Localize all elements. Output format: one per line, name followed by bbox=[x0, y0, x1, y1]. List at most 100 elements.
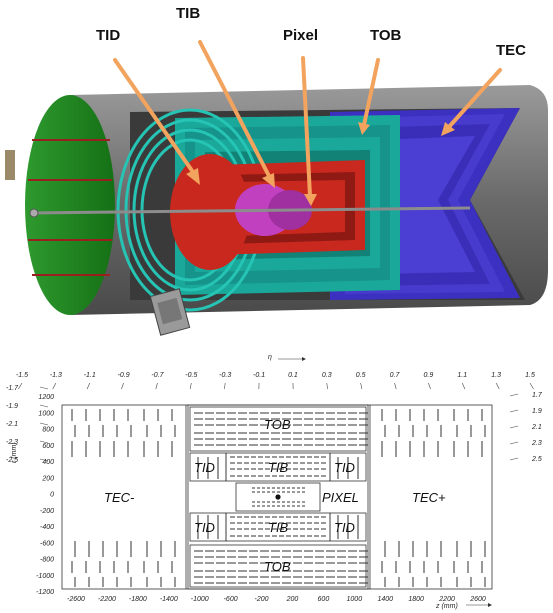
eta-tick-mark bbox=[86, 382, 91, 390]
eta-tick-label: -1.1 bbox=[84, 372, 96, 379]
eta-axis-label: η bbox=[268, 354, 272, 361]
eta-tick-label: -0.1 bbox=[253, 372, 265, 379]
eta-tick-mark bbox=[224, 382, 226, 390]
callout-tib: TIB bbox=[176, 5, 200, 22]
eta-tick-mark bbox=[189, 382, 192, 390]
r-tick-label: -1000 bbox=[36, 573, 54, 580]
r-tick-label: 200 bbox=[41, 475, 54, 482]
eta-tick-mark bbox=[18, 382, 23, 390]
region-tib-bottom: TIB bbox=[268, 520, 289, 535]
eta-left-mark bbox=[39, 404, 49, 408]
r-tick-label: 1000 bbox=[38, 410, 54, 417]
eta-side-ticks: -1.7 -1.9 -2.1 -2.3 -2.5 1.7 1.9 2.1 2.3 2.5 bbox=[6, 385, 543, 464]
z-tick-label: -2600 bbox=[67, 596, 85, 603]
eta-right-label: 2.5 bbox=[531, 456, 542, 463]
eta-tick-mark bbox=[461, 382, 466, 390]
support-bracket bbox=[149, 288, 191, 336]
eta-tick-label: 0.1 bbox=[288, 372, 298, 379]
z-tick-label: 2600 bbox=[469, 596, 486, 603]
eta-tick-label: 0.7 bbox=[390, 372, 401, 379]
callout-pixel: Pixel bbox=[283, 27, 318, 44]
eta-tick-label: -0.9 bbox=[118, 372, 130, 379]
eta-left-label: -2.5 bbox=[6, 457, 18, 464]
green-endcap bbox=[25, 95, 115, 315]
r-tick-label: 800 bbox=[42, 427, 54, 434]
r-tick-label: -200 bbox=[40, 508, 54, 515]
region-tid-bottom-right: TID bbox=[334, 520, 355, 535]
z-axis-label: z (mm) bbox=[435, 603, 458, 610]
endcap-stripes bbox=[28, 139, 112, 276]
region-tob-bottom: TOB bbox=[264, 559, 291, 574]
eta-right-label: 1.9 bbox=[532, 408, 542, 415]
r-tick-label: 0 bbox=[50, 492, 54, 499]
barrel-box bbox=[187, 404, 369, 590]
tid-box-top-right bbox=[329, 452, 367, 482]
eta-tick-label: -0.7 bbox=[151, 372, 164, 379]
eta-left-label: -2.1 bbox=[6, 421, 18, 428]
z-tick-label: -1000 bbox=[191, 596, 209, 603]
tracker-layout-schematic: η -1.5 -1.3 -1.1 -0.9 -0.7 -0.5 -0.3 -0.1 0.1 0.3… bbox=[6, 354, 543, 610]
r-tick-label: -400 bbox=[40, 524, 54, 531]
eta-tick-mark bbox=[121, 382, 124, 390]
eta-tick-label: -1.3 bbox=[50, 372, 62, 379]
z-tick-label: -600 bbox=[224, 596, 238, 603]
eta-left-mark bbox=[39, 422, 49, 426]
eta-left-mark bbox=[39, 386, 49, 390]
z-tick-label: -200 bbox=[255, 596, 269, 603]
z-tick-label: -1400 bbox=[160, 596, 178, 603]
z-tick-label: 1400 bbox=[377, 596, 393, 603]
region-tec-plus: TEC+ bbox=[412, 490, 446, 505]
z-tick-label: -2200 bbox=[98, 596, 116, 603]
r-tick-label: 600 bbox=[42, 443, 54, 450]
eta-tick-mark bbox=[360, 382, 363, 390]
tracker-cutaway-illustration: TID TIB Pixel TOB TEC bbox=[5, 5, 548, 336]
beam-pipe bbox=[29, 206, 471, 215]
z-arrowhead bbox=[488, 603, 492, 607]
z-tick-label: 600 bbox=[318, 596, 330, 603]
callout-tid: TID bbox=[96, 27, 120, 44]
eta-right-label: 2.3 bbox=[531, 440, 542, 447]
eta-right-label: 2.1 bbox=[531, 424, 542, 431]
beam-pipe-end bbox=[29, 208, 39, 218]
eta-right-label: 1.7 bbox=[532, 392, 543, 399]
eta-tick-mark bbox=[326, 382, 328, 390]
z-tick-label: -1800 bbox=[129, 596, 147, 603]
eta-tick-label: 1.3 bbox=[491, 372, 501, 379]
eta-tick-label: 1.1 bbox=[457, 372, 467, 379]
r-tick-label: 400 bbox=[42, 459, 54, 466]
region-tib-top: TIB bbox=[268, 460, 289, 475]
tob-box-bottom bbox=[189, 544, 367, 588]
eta-left-label: -1.9 bbox=[6, 403, 18, 410]
eta-tick-mark bbox=[394, 382, 397, 390]
eta-tick-mark bbox=[52, 382, 57, 390]
region-tid-top-left: TID bbox=[194, 460, 215, 475]
eta-right-mark bbox=[509, 457, 519, 461]
eta-ticks: -1.5 -1.3 -1.1 -0.9 -0.7 -0.5 -0.3 -0.1 0.1 0.3 0.… bbox=[16, 372, 535, 390]
eta-arrowhead bbox=[302, 357, 306, 361]
z-tick-label: 1800 bbox=[408, 596, 424, 603]
tid-box-bottom-right bbox=[329, 512, 367, 542]
callout-tob: TOB bbox=[370, 27, 402, 44]
side-bracket bbox=[5, 150, 15, 180]
z-tick-label: 200 bbox=[286, 596, 299, 603]
eta-left-label: -2.3 bbox=[6, 439, 18, 446]
eta-tick-mark bbox=[529, 382, 534, 390]
eta-left-label: -1.7 bbox=[6, 385, 19, 392]
eta-right-mark bbox=[509, 409, 519, 413]
region-pixel: PIXEL bbox=[322, 490, 359, 505]
eta-left-mark bbox=[39, 440, 49, 444]
interaction-point bbox=[275, 494, 281, 500]
eta-tick-label: 0.5 bbox=[356, 372, 366, 379]
pixel-box bbox=[235, 482, 321, 512]
eta-tick-mark bbox=[155, 382, 158, 390]
r-tick-label: 1200 bbox=[38, 394, 54, 401]
eta-tick-label: 0.3 bbox=[322, 372, 332, 379]
eta-right-mark bbox=[509, 441, 519, 445]
r-tick-label: -600 bbox=[40, 540, 54, 547]
region-tid-top-right: TID bbox=[334, 460, 355, 475]
region-tid-bottom-left: TID bbox=[194, 520, 215, 535]
detector-modules bbox=[71, 409, 486, 587]
eta-right-mark bbox=[509, 425, 519, 429]
tob-box-top bbox=[189, 406, 367, 452]
eta-right-mark bbox=[509, 393, 519, 397]
